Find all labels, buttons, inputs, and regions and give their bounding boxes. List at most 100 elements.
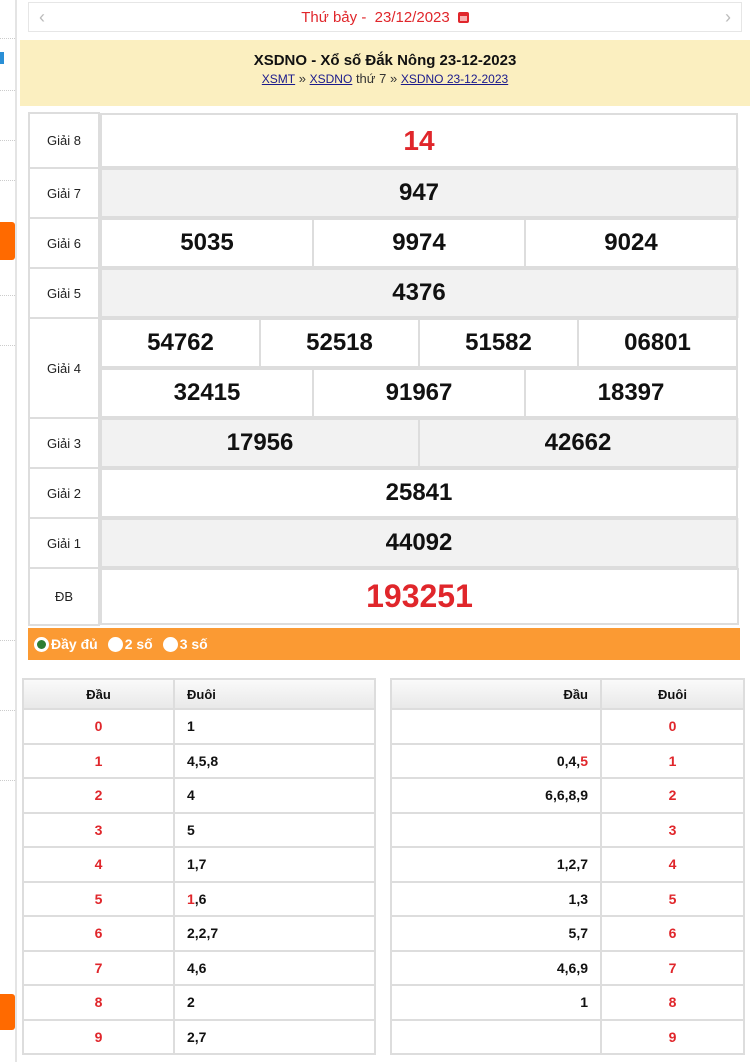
loto-digits: 2 (187, 994, 195, 1011)
table-row: 1,3 5 (390, 880, 745, 917)
head-digit: 3 (22, 811, 175, 848)
loto-digits: ,6 (194, 890, 207, 907)
prize-number: 44092 (100, 518, 738, 568)
table-row: 6,6,8,9 2 (390, 777, 745, 814)
prize-number: 25841 (100, 468, 738, 518)
table-row: 0 (390, 708, 745, 745)
loto-digits: 5 (580, 752, 588, 769)
prize-number: 14 (100, 113, 738, 168)
prize-number-group: 4376 (100, 268, 738, 318)
chevron-left-icon[interactable]: ‹ (39, 7, 45, 27)
sidebar-active-item[interactable] (0, 222, 15, 260)
table-header: Đầu Đuôi (22, 678, 376, 710)
prize-number: 51582 (418, 318, 579, 368)
column-header: Đuôi (173, 678, 376, 710)
loto-digits: 1,2,7 (556, 856, 588, 873)
head-digits (390, 1018, 602, 1055)
result-row: Giải 8 14 (28, 112, 739, 169)
date-label[interactable]: Thứ bảy - 23/12/2023 (301, 8, 450, 26)
head-digit: 6 (22, 915, 175, 952)
radio-button[interactable] (34, 636, 49, 652)
tail-digit: 6 (600, 915, 745, 952)
head-digits: 6,6,8,9 (390, 777, 602, 814)
option-3[interactable]: 3 số (162, 636, 208, 652)
prize-number-group: 32415 91967 18397 (100, 368, 738, 418)
result-row: ĐB 193251 (28, 567, 739, 626)
prize-number: 17956 (100, 418, 420, 468)
loto-digits: 0,4, (556, 752, 581, 769)
prize-number: 54762 (100, 318, 261, 368)
breadcrumb-link[interactable]: XSDNO 23-12-2023 (400, 72, 509, 86)
prize-number-group: 17956 42662 (100, 418, 738, 468)
divider (0, 345, 15, 346)
table-row: 9 2,7 (22, 1018, 376, 1055)
divider (0, 180, 15, 181)
main-panel: ‹ Thứ bảy - 23/12/2023 › XSDNO - Xổ số Đ… (20, 0, 750, 1062)
loto-digits: 4 (187, 787, 195, 804)
tail-digits: 1,7 (173, 846, 376, 883)
table-row: 6 2,2,7 (22, 915, 376, 952)
tail-digit: 1 (600, 742, 745, 779)
tail-digits: 2,7 (173, 1018, 376, 1055)
loto-digits: 4,6 (187, 959, 207, 976)
tail-digit: 5 (600, 880, 745, 917)
option-1[interactable]: Đầy đủ (34, 636, 98, 652)
table-header: Đầu Đuôi (390, 678, 745, 710)
sidebar-item[interactable] (0, 994, 15, 1030)
loto-tail-table: Đầu Đuôi 0 0,4,5 1 6,6,8,9 2 3 1,2,7 4 1,3 5 5,7 6 4,6… (390, 678, 745, 1055)
radio-button[interactable] (107, 636, 123, 652)
prize-number-group: 193251 (100, 568, 739, 625)
loto-digits: 5 (187, 821, 195, 838)
head-digit: 0 (22, 708, 175, 745)
head-digits: 1 (390, 984, 602, 1021)
sidebar-marker (0, 52, 4, 64)
chevron-right-icon[interactable]: › (725, 7, 731, 27)
tail-digit: 7 (600, 949, 745, 986)
tail-digit: 2 (600, 777, 745, 814)
prize-number-group: 44092 (100, 518, 738, 568)
breadcrumb-link[interactable]: XSDNO (309, 72, 353, 86)
prize-label: Giải 6 (28, 217, 100, 269)
loto-digits: 5,7 (568, 925, 588, 942)
tail-digits: 1,6 (173, 880, 376, 917)
tail-digit: 0 (600, 708, 745, 745)
result-header: XSDNO - Xổ số Đắk Nông 23-12-2023 XSMT »… (20, 40, 750, 106)
breadcrumb-separator: » (389, 71, 398, 86)
breadcrumb-separator: » (298, 71, 306, 86)
prize-number: 52518 (259, 318, 420, 368)
tail-digits: 2,2,7 (173, 915, 376, 952)
head-digit: 2 (22, 777, 175, 814)
prize-number-group: 947 (100, 168, 738, 218)
option-label: 2 số (124, 636, 153, 652)
option-2[interactable]: 2 số (107, 636, 153, 652)
head-digits (390, 708, 602, 745)
breadcrumb-link[interactable]: XSMT (261, 72, 296, 86)
radio-button[interactable] (162, 636, 178, 652)
prize-number: 5035 (100, 218, 314, 268)
table-row: 4 1,7 (22, 846, 376, 883)
table-row: 4,6,9 7 (390, 949, 745, 986)
prize-number: 32415 (100, 368, 314, 418)
prize-numbers: 14 (99, 113, 739, 168)
prize-numbers: 32415 91967 18397 (99, 368, 739, 418)
prize-numbers: 44092 (99, 518, 739, 568)
table-row: 7 4,6 (22, 949, 376, 986)
divider (0, 295, 15, 296)
prize-number: 42662 (418, 418, 738, 468)
prize-number: 947 (100, 168, 738, 218)
divider (0, 140, 15, 141)
calendar-icon[interactable] (457, 11, 469, 23)
divider (0, 640, 15, 641)
head-digit: 5 (22, 880, 175, 917)
prize-numbers: 5035 9974 9024 (99, 218, 739, 268)
loto-digits: 1 (187, 718, 195, 735)
result-row: Giải 6 5035 9974 9024 (28, 217, 739, 269)
prize-number-group: 25841 (100, 468, 738, 518)
tail-digits: 5 (173, 811, 376, 848)
prize-number: 4376 (100, 268, 738, 318)
prize-number: 06801 (577, 318, 738, 368)
prize-label: Giải 3 (28, 417, 100, 469)
